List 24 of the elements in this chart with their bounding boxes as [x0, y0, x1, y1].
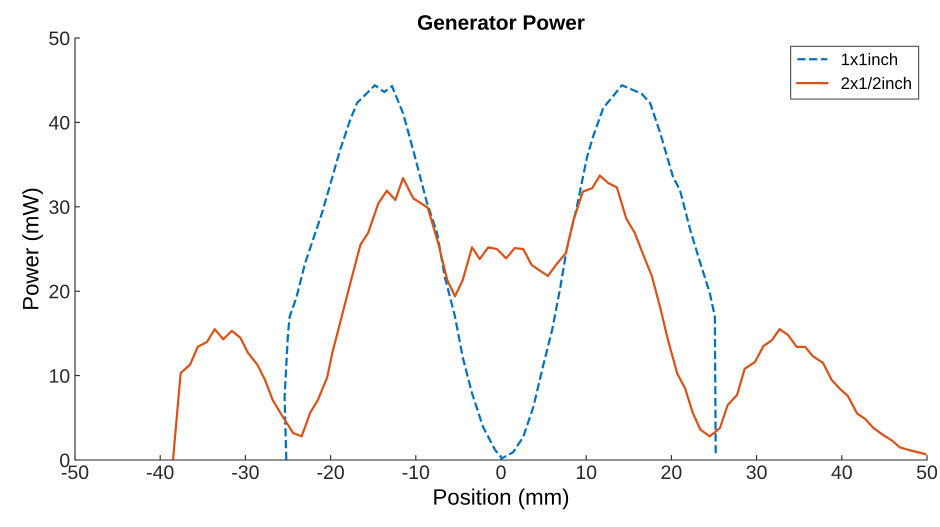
y-tick-label: 30 — [49, 200, 70, 214]
legend-label: 1x1inch — [842, 53, 898, 66]
x-tick-label: 40 — [831, 465, 852, 480]
y-axis-title: Power (mW) — [22, 188, 43, 309]
x-tick-label: 0 — [496, 465, 506, 480]
x-tick-label: -30 — [232, 465, 259, 480]
line-series — [172, 174, 926, 460]
x-tick-label: 50 — [916, 465, 938, 480]
y-tick-label: 10 — [50, 369, 70, 383]
y-tick-label: 50 — [49, 31, 70, 46]
x-tick-label: 20 — [662, 465, 682, 480]
legend-label: 2x1/2inch — [841, 76, 911, 90]
x-tick-label: 10 — [576, 465, 596, 480]
x-tick-label: -10 — [402, 465, 430, 480]
chart-title: Generator Power — [418, 15, 585, 30]
y-tick-label: 20 — [49, 284, 70, 298]
y-tick-label: 40 — [48, 116, 70, 130]
line-series — [283, 84, 717, 460]
x-axis-title: Position (mm) — [434, 488, 568, 510]
x-tick-label: -40 — [147, 465, 174, 480]
y-tick-label: 0 — [60, 453, 70, 468]
x-tick-label: -50 — [62, 465, 88, 480]
x-tick-label: 30 — [746, 465, 767, 480]
x-tick-label: -20 — [317, 465, 344, 480]
